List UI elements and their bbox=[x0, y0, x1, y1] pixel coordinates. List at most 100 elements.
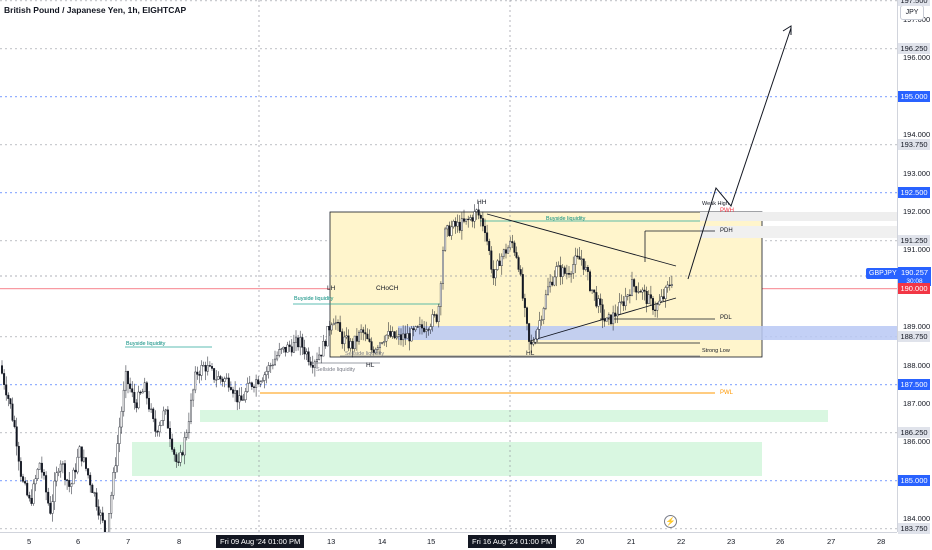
candle-body bbox=[429, 326, 432, 331]
candle-body bbox=[349, 341, 352, 349]
candle-body bbox=[40, 462, 43, 473]
candle-body bbox=[91, 484, 94, 493]
candle-body bbox=[513, 242, 516, 253]
candle-body bbox=[521, 274, 524, 299]
candle-body bbox=[244, 391, 247, 401]
candle-body bbox=[131, 388, 134, 393]
candle-body bbox=[164, 409, 167, 412]
candle-body bbox=[210, 366, 213, 369]
price-axis[interactable]: 197.000196.000195.000194.000193.000192.0… bbox=[897, 0, 932, 532]
candle-body bbox=[572, 264, 575, 274]
candle-body bbox=[578, 256, 581, 260]
candle-body bbox=[591, 289, 594, 291]
candle-body bbox=[568, 273, 571, 275]
candle-body bbox=[183, 437, 186, 456]
time-crosshair-tag: Fri 09 Aug '24 01:00 PM bbox=[216, 535, 305, 548]
candle-body bbox=[381, 342, 384, 344]
candle-body bbox=[460, 218, 463, 231]
demand-zone-blue[interactable] bbox=[398, 326, 897, 340]
price-tick-label: 187.000 bbox=[903, 399, 931, 408]
candle-body bbox=[660, 296, 663, 302]
candle-body bbox=[303, 347, 306, 355]
demand-zone-green-2[interactable] bbox=[132, 442, 762, 476]
candle-body bbox=[507, 247, 510, 254]
candle-body bbox=[366, 333, 369, 340]
candle-body bbox=[213, 368, 216, 380]
price-chart[interactable] bbox=[0, 0, 897, 532]
triangle-lower-trendline[interactable] bbox=[529, 297, 677, 342]
candle-body bbox=[412, 328, 415, 331]
candle-body bbox=[492, 269, 495, 279]
candle-body bbox=[496, 260, 499, 270]
candle-body bbox=[603, 318, 606, 322]
candle-body bbox=[628, 294, 631, 296]
candle-body bbox=[370, 341, 373, 351]
candle-body bbox=[387, 331, 390, 336]
candle-body bbox=[290, 346, 293, 353]
candle-body bbox=[622, 301, 625, 307]
candle-body bbox=[442, 250, 445, 284]
candle-body bbox=[55, 472, 58, 482]
candle-body bbox=[126, 371, 129, 385]
candle-body bbox=[110, 495, 113, 514]
candle-body bbox=[523, 298, 526, 308]
candle-body bbox=[53, 480, 56, 502]
candle-body bbox=[187, 421, 190, 434]
candle-body bbox=[189, 399, 192, 422]
candle-body bbox=[108, 513, 111, 532]
candle-body bbox=[318, 354, 321, 360]
price-level-tag: 187.500 bbox=[898, 379, 930, 391]
candle-body bbox=[423, 327, 426, 332]
candle-body bbox=[240, 395, 243, 401]
replay-clock-icon[interactable]: ⚡ bbox=[664, 515, 677, 528]
candle-body bbox=[645, 291, 648, 304]
symbol-title[interactable]: British Pound / Japanese Yen, 1h, EIGHTC… bbox=[4, 5, 187, 15]
candle-body bbox=[410, 328, 413, 342]
time-axis[interactable]: 5 6 7 8 13 14 15 20 21 22 23 26 27 28 Fri 09 Aug '24 0… bbox=[0, 532, 897, 550]
time-tick-label: 27 bbox=[827, 537, 836, 546]
triangle-upper-trendline[interactable] bbox=[486, 213, 677, 267]
candle-body bbox=[368, 338, 371, 342]
candle-body bbox=[379, 342, 382, 348]
time-tick-label: 7 bbox=[126, 537, 131, 546]
candle-body bbox=[639, 291, 642, 293]
candle-body bbox=[450, 226, 453, 236]
candle-body bbox=[168, 428, 171, 440]
candle-body bbox=[425, 329, 428, 332]
price-level-tag: 192.500 bbox=[898, 187, 930, 199]
hh-label: HH bbox=[477, 199, 487, 206]
candle-body bbox=[145, 382, 148, 399]
price-tick-label: 192.000 bbox=[903, 207, 931, 216]
currency-button[interactable]: JPY bbox=[900, 5, 924, 20]
pdh-zone[interactable] bbox=[700, 226, 897, 238]
candle-body bbox=[561, 267, 564, 277]
candle-body bbox=[584, 267, 587, 270]
candle-body bbox=[486, 232, 489, 242]
candle-body bbox=[376, 347, 379, 350]
candle-body bbox=[383, 341, 386, 343]
candle-body bbox=[649, 294, 652, 299]
candle-body bbox=[536, 329, 539, 340]
pwh-zone[interactable] bbox=[700, 212, 897, 221]
demand-zone-green-1[interactable] bbox=[200, 410, 828, 422]
candle-body bbox=[481, 218, 484, 227]
candle-body bbox=[185, 432, 188, 438]
candle-body bbox=[7, 394, 10, 399]
candle-body bbox=[206, 365, 209, 372]
pwh-label: PWH bbox=[720, 208, 734, 214]
candle-body bbox=[101, 512, 104, 521]
candle-body bbox=[551, 281, 554, 286]
current-price-tag: 190.257 30:08 bbox=[898, 267, 931, 286]
candle-body bbox=[488, 241, 491, 252]
candle-body bbox=[433, 314, 436, 316]
projection-path[interactable] bbox=[687, 27, 792, 280]
candle-body bbox=[72, 469, 75, 485]
candle-body bbox=[68, 480, 71, 487]
candle-body bbox=[267, 365, 270, 372]
bar-countdown: 30:08 bbox=[906, 278, 923, 285]
candle-body bbox=[246, 382, 249, 392]
candle-body bbox=[274, 358, 277, 366]
candle-body bbox=[332, 323, 335, 326]
candle-body bbox=[238, 395, 241, 403]
